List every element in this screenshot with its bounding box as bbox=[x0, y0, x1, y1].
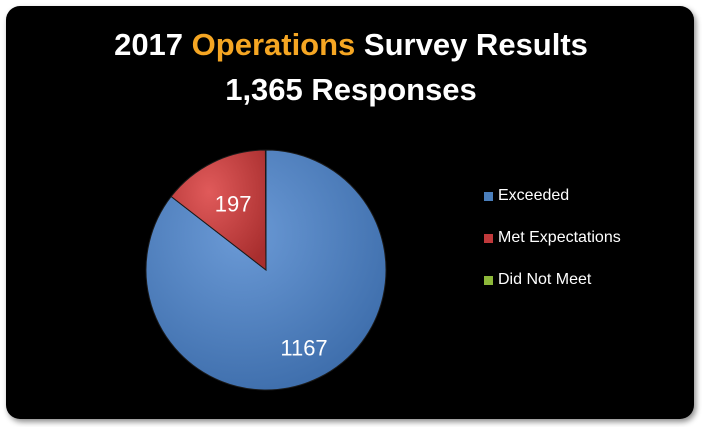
pie-label-met-expectations: 197 bbox=[215, 191, 252, 216]
pie-slice-met-expectations bbox=[170, 149, 267, 272]
legend-item-exceeded: Exceeded bbox=[484, 186, 621, 206]
pie-label-exceeded: 1167 bbox=[280, 336, 327, 361]
pie-slice-did-not-meet bbox=[264, 149, 267, 271]
legend-label-met-expectations: Met Expectations bbox=[498, 229, 621, 246]
chart-title-suffix: Survey Results bbox=[355, 27, 588, 62]
chart-title-highlight: Operations bbox=[191, 27, 356, 62]
chart-subtitle: 1,365 Responses bbox=[225, 72, 477, 107]
legend-swatch-met-expectations bbox=[484, 234, 493, 243]
legend-swatch-did-not-meet bbox=[484, 276, 493, 285]
legend-label-did-not-meet: Did Not Meet bbox=[498, 271, 592, 288]
legend-swatch-exceeded bbox=[484, 192, 493, 201]
chart-title-prefix: 2017 bbox=[114, 27, 192, 62]
legend-item-did-not-meet: Did Not Meet bbox=[484, 270, 621, 290]
legend-item-met-expectations: Met Expectations bbox=[484, 228, 621, 248]
chart-title: 2017 Operations Survey Results bbox=[0, 27, 702, 63]
legend-label-exceeded: Exceeded bbox=[498, 187, 570, 204]
chart-legend: Exceeded Met Expectations Did Not Meet bbox=[484, 186, 621, 312]
